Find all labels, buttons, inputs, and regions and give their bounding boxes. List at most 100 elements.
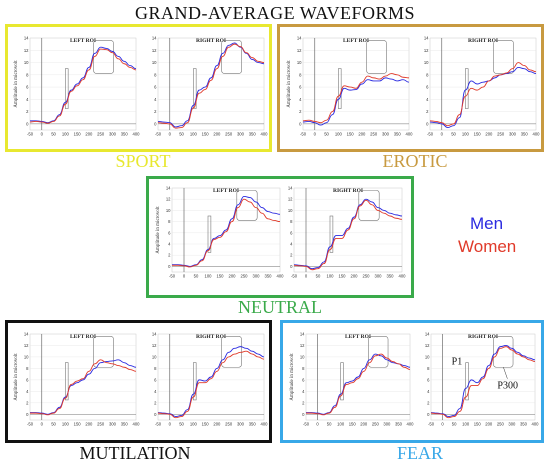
x-tick-label: 150	[202, 422, 210, 427]
x-tick-label: 200	[358, 132, 366, 137]
y-tick-label: 0	[302, 412, 305, 417]
x-tick-label: 100	[462, 132, 470, 137]
y-tick-label: 2	[168, 253, 171, 258]
y-tick-label: 12	[152, 48, 157, 53]
x-tick-label: -50	[303, 422, 310, 427]
y-tick-label: 12	[152, 343, 157, 348]
x-tick-label: 350	[394, 132, 402, 137]
y-tick-label: 12	[288, 197, 293, 202]
y-tick-label: 8	[154, 72, 157, 77]
legend-women: Women	[458, 237, 517, 256]
x-tick-label: 100	[327, 274, 335, 279]
y-tick-label: 14	[166, 186, 171, 191]
panel-frame-fear	[280, 320, 544, 443]
annotation-p300: P300	[497, 380, 518, 391]
p1-window	[65, 68, 69, 109]
y-tick-label: 12	[24, 48, 29, 53]
y-tick-label: 14	[152, 332, 157, 337]
x-tick-label: 200	[213, 422, 221, 427]
x-tick-label: 250	[241, 274, 249, 279]
p1-window	[340, 362, 344, 401]
y-tick-label: 2	[426, 109, 429, 114]
y-tick-label: 8	[168, 219, 171, 224]
y-tick-label: 0	[26, 121, 29, 126]
x-tick-label: -50	[427, 132, 434, 137]
x-tick-label: 150	[474, 422, 482, 427]
subplot-title: LEFT ROI	[213, 188, 239, 194]
x-tick-label: 350	[249, 132, 257, 137]
x-tick-label: 250	[497, 422, 505, 427]
series-line-women	[157, 43, 265, 129]
x-tick-label: 50	[179, 132, 184, 137]
condition-label-fear: FEAR	[396, 443, 443, 463]
y-tick-label: 4	[154, 97, 157, 102]
x-tick-label: 300	[375, 274, 383, 279]
x-tick-label: 0	[441, 422, 444, 427]
x-tick-label: 200	[351, 274, 359, 279]
y-tick-label: 14	[152, 36, 157, 41]
y-tick-label: 14	[424, 36, 429, 41]
series-line-women	[430, 346, 536, 419]
y-tick-label: 0	[168, 264, 171, 269]
x-tick-label: 0	[441, 132, 444, 137]
p300-window	[366, 40, 387, 74]
y-tick-label: 6	[426, 85, 429, 90]
subplot-title: RIGHT ROI	[196, 334, 226, 340]
x-tick-label: -50	[300, 132, 307, 137]
y-tick-label: 8	[26, 366, 29, 371]
y-tick-label: 12	[297, 48, 302, 53]
legend-men: Men	[470, 214, 504, 233]
x-tick-label: 100	[62, 422, 70, 427]
y-tick-label: 8	[26, 72, 29, 77]
x-tick-label: 0	[41, 132, 44, 137]
y-tick-label: 14	[24, 36, 29, 41]
series-line-women	[306, 353, 411, 416]
x-tick-label: 0	[41, 422, 44, 427]
x-tick-label: 350	[395, 422, 403, 427]
x-tick-label: 250	[363, 274, 371, 279]
p300-window	[493, 335, 514, 368]
y-tick-label: 4	[427, 389, 430, 394]
y-tick-label: 0	[26, 412, 29, 417]
chart-neutral-left-roi: 0 2 4 6 8 10 12 14 -50 0 50 100 150 200 250 300 350 400 LE…	[156, 186, 284, 279]
x-tick-label: 50	[451, 132, 456, 137]
y-axis-title: Amplitude in microvolt	[14, 60, 19, 108]
y-tick-label: 10	[297, 60, 302, 65]
y-tick-label: 10	[152, 354, 157, 359]
y-axis-title: Amplitude in microvolt	[14, 353, 19, 401]
x-tick-label: 350	[387, 274, 395, 279]
plot-area	[157, 37, 265, 131]
x-tick-label: 300	[382, 132, 390, 137]
subplot-title: RIGHT ROI	[196, 38, 226, 44]
condition-label-erotic: EROTIC	[382, 151, 448, 171]
y-tick-label: 12	[24, 343, 29, 348]
x-tick-label: 100	[205, 274, 213, 279]
condition-label-sport: SPORT	[115, 151, 171, 171]
y-tick-label: 10	[424, 60, 429, 65]
p1-window	[329, 215, 334, 253]
x-tick-label: 350	[249, 422, 257, 427]
y-tick-label: 14	[24, 332, 29, 337]
plot-area	[29, 333, 137, 421]
x-tick-label: 200	[85, 422, 93, 427]
y-tick-label: 10	[152, 60, 157, 65]
y-tick-label: 2	[299, 109, 302, 114]
x-tick-label: 300	[237, 422, 245, 427]
annotation-pointer	[503, 367, 508, 379]
y-tick-label: 0	[299, 121, 302, 126]
y-tick-label: 4	[26, 97, 29, 102]
x-tick-label: 50	[327, 422, 332, 427]
x-tick-label: 400	[261, 422, 269, 427]
y-tick-label: 6	[26, 377, 29, 382]
x-tick-label: 400	[399, 274, 407, 279]
y-tick-label: 4	[299, 97, 302, 102]
series-line-women	[157, 350, 265, 419]
x-tick-label: 350	[121, 422, 129, 427]
p300-window	[221, 335, 242, 368]
y-tick-label: 0	[427, 412, 430, 417]
x-tick-label: 400	[133, 422, 141, 427]
plot-area	[302, 37, 410, 131]
